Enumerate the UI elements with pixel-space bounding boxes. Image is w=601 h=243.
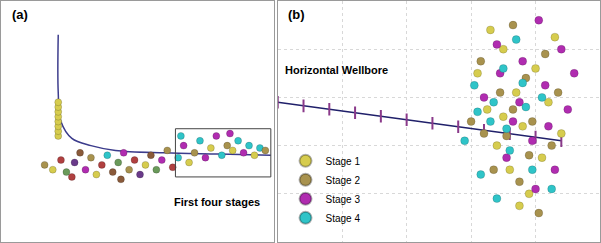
svg-text:Stage 1: Stage 1 xyxy=(326,156,361,167)
svg-text:(b): (b) xyxy=(288,7,305,22)
svg-text:Horizontal Wellbore: Horizontal Wellbore xyxy=(285,64,388,76)
svg-text:Stage 4: Stage 4 xyxy=(326,213,361,224)
svg-text:Stage 3: Stage 3 xyxy=(326,194,361,205)
svg-text:Stage 2: Stage 2 xyxy=(326,175,361,186)
svg-text:First four stages: First four stages xyxy=(174,196,260,208)
svg-text:(a): (a) xyxy=(12,7,28,22)
